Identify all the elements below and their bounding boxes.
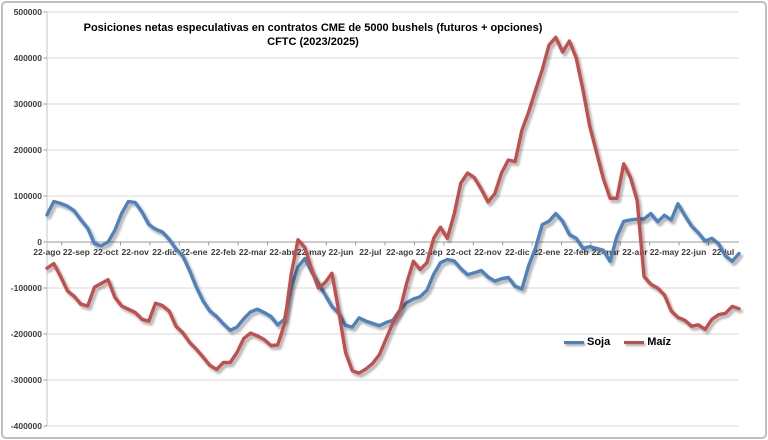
chart-title: Posiciones netas especulativas en contra… — [83, 22, 543, 34]
x-axis-label: 22-jul — [359, 247, 381, 257]
soja-line-swatch — [564, 340, 584, 344]
x-axis-label: 22-oct — [93, 247, 118, 257]
chart-title-block: Posiciones netas especulativas en contra… — [0, 21, 626, 49]
legend-item-maiz: Maíz — [624, 336, 671, 348]
x-axis-label: 22-ago — [386, 247, 413, 257]
x-axis-label: 22-abr — [269, 247, 295, 257]
x-axis-label: 22-dic — [505, 247, 530, 257]
x-axis-label: 22-feb — [211, 247, 236, 257]
x-axis-label: 22-nov — [474, 247, 502, 257]
x-axis-label: 22-ago — [33, 247, 60, 257]
y-axis-label: 100000 — [14, 191, 43, 201]
maiz-line — [45, 35, 741, 375]
x-axis-label: 22-sep — [63, 247, 90, 257]
x-axis-label: 22-dic — [152, 247, 177, 257]
y-axis-label: 300000 — [14, 99, 43, 109]
x-axis-label: 22-ene — [533, 247, 560, 257]
x-axis-label: 22-ene — [181, 247, 208, 257]
x-axis-label: 22-oct — [446, 247, 471, 257]
chart-legend: Soja Maíz — [564, 336, 671, 348]
legend-item-soja: Soja — [564, 336, 610, 348]
legend-label-soja: Soja — [587, 336, 611, 348]
y-axis-label: -100000 — [11, 283, 42, 293]
y-axis-label: -400000 — [11, 421, 42, 431]
x-axis-label: 22-jun — [328, 247, 353, 257]
x-axis-label: 22-may — [297, 247, 327, 257]
y-axis-label: 200000 — [14, 145, 43, 155]
y-axis-label: -200000 — [11, 329, 42, 339]
chart-subtitle: CFTC (2023/2025) — [267, 36, 359, 48]
x-axis-label: 22-mar — [239, 247, 268, 257]
y-axis-label: 0 — [37, 237, 42, 247]
y-axis-label: 500000 — [14, 7, 43, 17]
x-axis-label: 22-feb — [564, 247, 589, 257]
y-axis-label: 400000 — [14, 53, 43, 63]
x-axis-label: 22-abr — [622, 247, 648, 257]
y-axis-label: -300000 — [11, 375, 42, 385]
x-axis-label: 22-jun — [681, 247, 706, 257]
x-axis-label: 22-nov — [121, 247, 149, 257]
x-axis-label: 22-may — [650, 247, 680, 257]
maiz-line-swatch — [624, 340, 645, 344]
legend-label-maiz: Maíz — [647, 336, 672, 348]
